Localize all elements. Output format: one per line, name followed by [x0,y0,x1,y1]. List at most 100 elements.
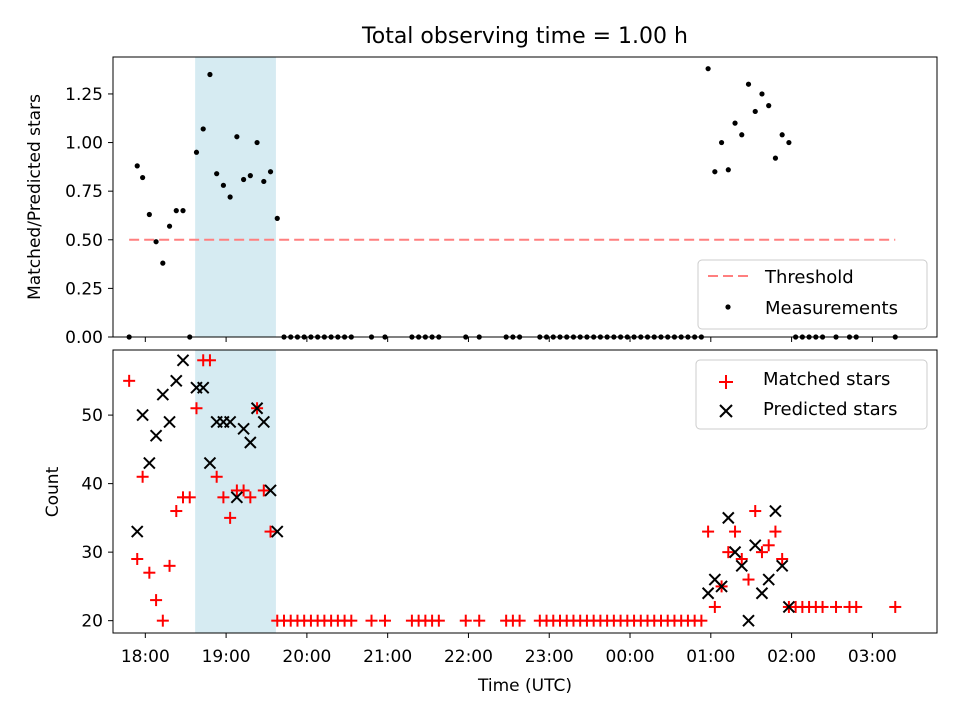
top-title: Total observing time = 1.00 h [361,24,688,49]
x-tick-label: 20:00 [282,647,331,667]
measurement-point [745,81,752,87]
x-tick-label: 00:00 [606,647,655,667]
matched-star-point [170,505,183,518]
predicted-star-point [197,381,210,394]
predicted-star-point [244,436,257,449]
measurement-point [739,132,745,138]
matched-star-point [183,491,196,504]
measurement-point [134,163,140,169]
measurement-point [234,134,240,140]
x-tick-label: 23:00 [525,647,574,667]
x-tick-label: 19:00 [202,647,251,667]
y-tick-label: 0.50 [65,231,103,251]
bottom-legend-box [695,359,928,430]
legend-predicted-swatch [719,404,733,418]
matched-star-point [695,614,708,627]
bottom-plot-frame [112,349,938,634]
x-tick-label: 02:00 [767,647,816,667]
matched-star-point [769,525,782,538]
matched-star-point [708,600,721,613]
matched-star-point [889,600,902,613]
predicted-star-point [257,415,271,429]
predicted-star-point [782,600,796,614]
legend-matched-swatch [719,375,733,389]
matched-star-point [513,614,526,627]
measurement-point [732,120,738,126]
top-shaded-span [195,57,276,337]
measurement-point [227,194,233,200]
matched-star-point [237,484,250,497]
predicted-star-point [264,484,277,497]
measurement-point [207,71,213,78]
measurement-point [254,139,260,146]
measurement-point [247,173,253,179]
predicted-star-point [749,539,762,552]
bottom-shaded-span [195,350,276,633]
matched-star-point [244,491,257,504]
predicted-star-point [170,374,183,388]
measurement-point [220,182,227,188]
measurement-point [214,171,220,177]
measurement-point [712,169,718,175]
top-legend: Threshold Measurements [697,259,928,330]
legend-threshold-label: Threshold [764,267,854,288]
matched-star-point [345,614,358,627]
matched-star-point [163,559,176,572]
measurement-point [160,260,166,266]
bottom-x-ticks: 18:00 19:00 20:00 21:00 22:00 23:00 00:00 01:00… [121,633,897,667]
predicted-star-point [250,402,264,415]
x-tick-label: 21:00 [363,647,412,667]
matched-star-point [378,614,391,627]
matched-star-point [365,614,378,627]
matched-star-point [264,525,277,538]
bottom-y-axis-label: Count [43,466,63,517]
measurement-point [153,239,159,245]
measurement-point [140,174,146,181]
matched-star-point [123,374,136,387]
measurement-point [779,132,785,138]
top-y-ticks: 0.00 0.25 0.50 0.75 1.00 1.25 [65,85,113,348]
matched-star-point [432,614,445,627]
predicted-star-point [775,559,789,573]
predicted-star-point [156,388,170,401]
matched-star-point [210,470,223,483]
measurement-point [274,215,280,221]
matched-star-point [473,614,486,627]
matched-star-point [217,491,230,504]
measurement-point [705,66,711,72]
top-y-axis-label: Matched/Predicted stars [25,94,45,300]
y-tick-label: 0.75 [65,182,103,202]
matched-star-point [816,600,829,613]
matched-star-point [762,539,775,552]
predicted-star-point [230,491,244,504]
measurement-point [267,169,274,175]
y-tick-label: 1.25 [65,85,103,105]
y-tick-label: 50 [81,406,103,426]
top-plot-frame [112,56,938,338]
measurement-point [193,149,200,155]
predicted-star-point [237,422,250,436]
matched-star-point [776,552,789,565]
matched-star-point [143,566,156,579]
y-tick-label: 0.25 [65,279,103,299]
predicted-star-point [203,456,217,470]
legend-matched-label: Matched stars [763,369,890,390]
predicted-star-point [755,587,769,600]
top-legend-box [697,259,928,330]
matched-star-point [257,484,270,497]
predicted-star-point [131,525,144,538]
predicted-star-point [136,408,149,422]
x-tick-label: 01:00 [686,647,735,667]
predicted-star-point [143,456,156,470]
predicted-star-point [769,504,782,518]
measurement-point [180,208,186,214]
matched-star-point [729,525,742,538]
matched-star-point [850,600,863,613]
matched-star-point [224,511,237,524]
predicted-star-point [163,415,176,429]
predicted-star-point [742,614,755,627]
matched-star-point [150,594,163,607]
predicted-star-point [701,587,715,600]
matched-star-point [830,600,843,613]
